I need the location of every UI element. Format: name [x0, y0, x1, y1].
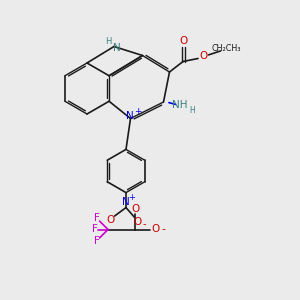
Text: N: N [122, 197, 130, 207]
Text: O: O [151, 224, 160, 235]
Text: H: H [105, 37, 112, 46]
Text: O: O [179, 36, 187, 46]
Text: O: O [131, 203, 139, 214]
Text: +: + [134, 106, 142, 116]
Text: O: O [199, 51, 208, 62]
Text: N: N [112, 43, 120, 53]
Text: -: - [161, 224, 166, 235]
Text: CH₂CH₃: CH₂CH₃ [212, 44, 241, 53]
Text: +: + [129, 194, 135, 202]
Text: N: N [126, 111, 134, 121]
Text: F: F [94, 236, 100, 246]
Text: -: - [143, 219, 146, 229]
Text: O: O [133, 217, 142, 227]
Text: F: F [94, 213, 100, 223]
Text: O: O [106, 215, 115, 225]
Text: H: H [189, 106, 195, 115]
Text: NH: NH [172, 100, 188, 110]
Text: F: F [92, 224, 98, 235]
